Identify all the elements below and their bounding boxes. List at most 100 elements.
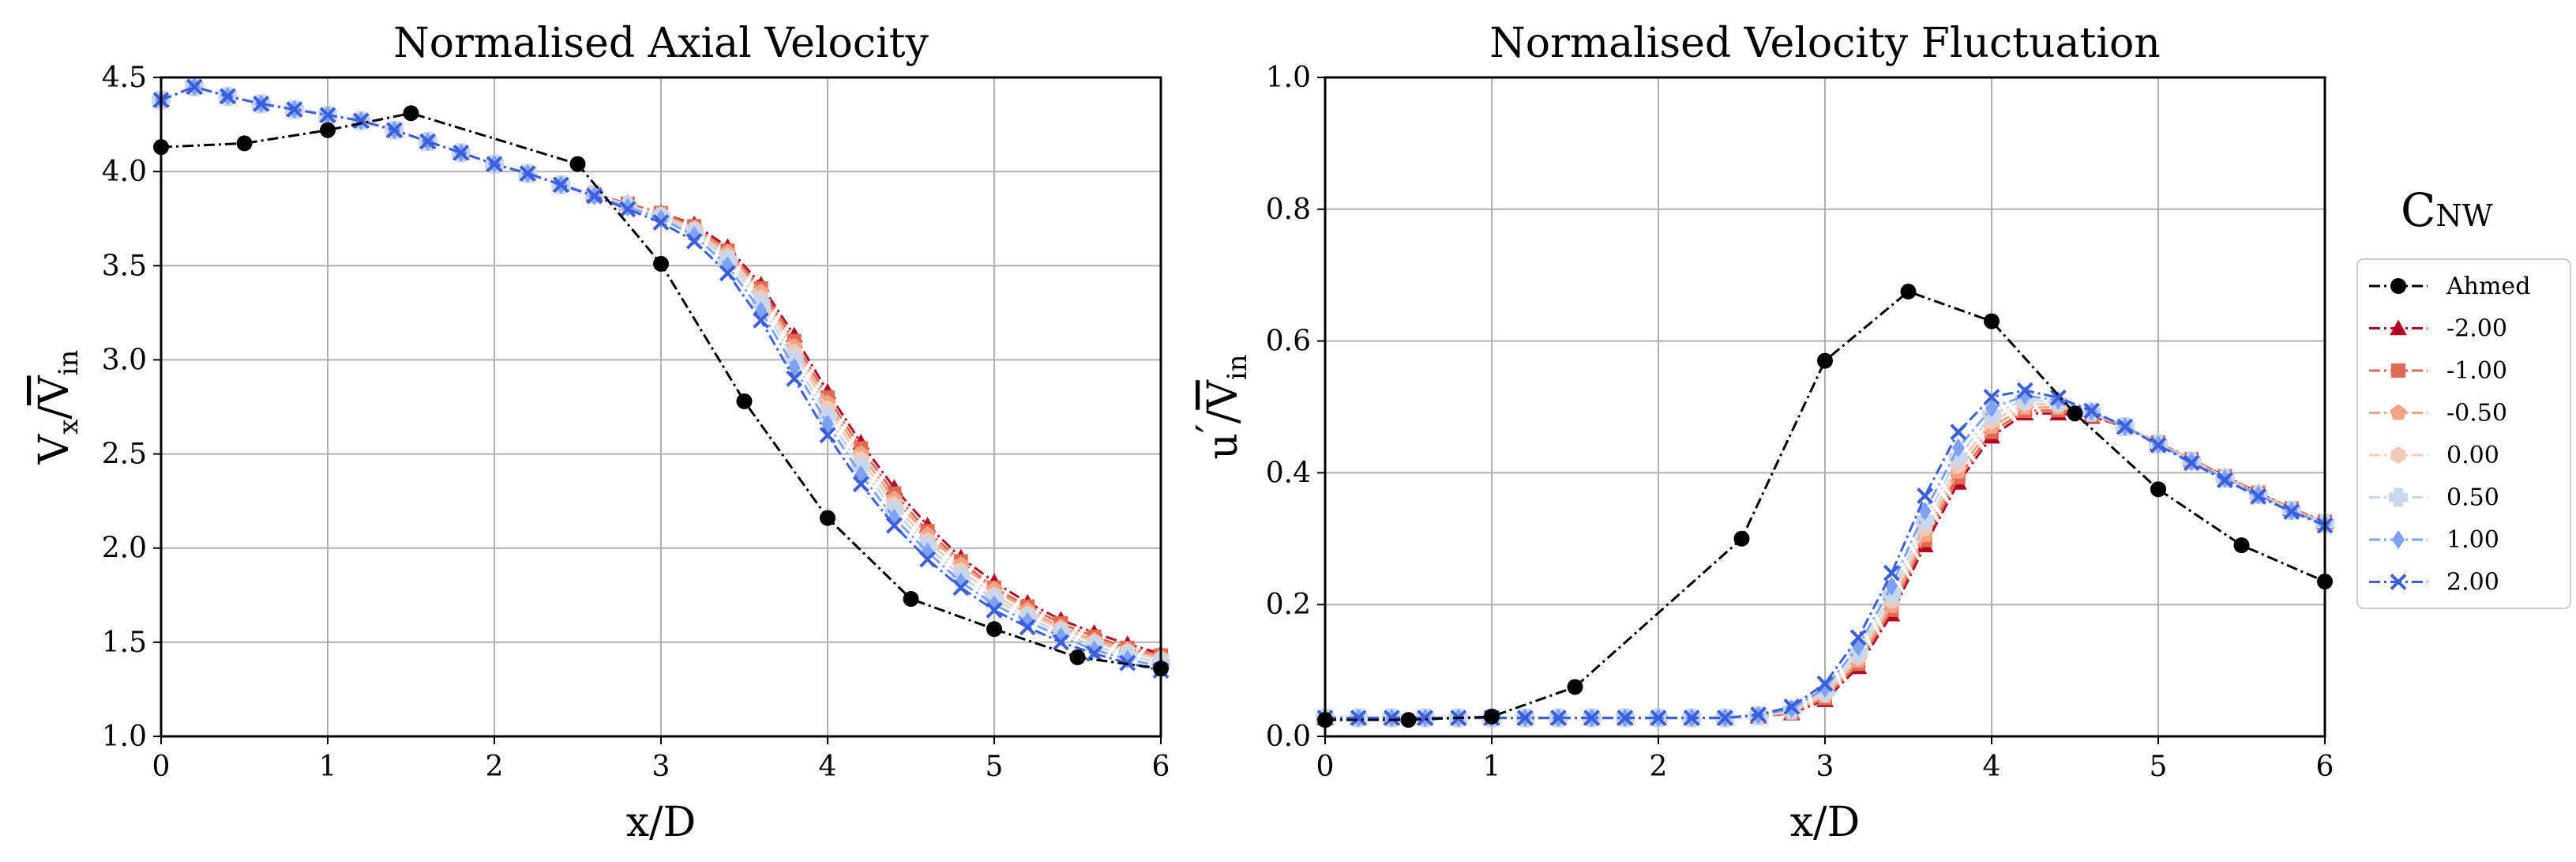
axial-point-2.00: [586, 187, 603, 205]
fluct-point-1.00: [1951, 438, 1965, 457]
x-tick-label: 5: [2150, 751, 2168, 783]
axial-point-2.00: [652, 214, 670, 231]
axial-point-2.00: [619, 201, 636, 218]
fluct-point-2.00: [1917, 487, 1934, 505]
legend-marker: [2390, 446, 2406, 464]
fluct-point-2.00: [1383, 710, 1400, 727]
velocity-fluctuation-series: [1316, 284, 2334, 728]
axial-point-2.00: [685, 232, 703, 250]
velocity-fluctuation-xlabel: x/D: [1790, 799, 1861, 846]
axial-point-ahmed: [986, 621, 1002, 638]
fluct-series-ahmed: [1317, 284, 2333, 728]
legend-entry--1.00: -1.00: [2369, 357, 2507, 385]
fluct-point-2.00: [1650, 710, 1667, 727]
y-tick-label: 1.0: [102, 721, 147, 753]
axial-velocity-series: [152, 77, 1170, 679]
legend-label: 0.00: [2446, 442, 2499, 469]
axial-point-2.00: [986, 601, 1003, 619]
fluct-point-2.00: [2016, 382, 2033, 399]
y-tick-label: 0.2: [1266, 589, 1311, 621]
y-tick-label: 4.0: [102, 156, 147, 188]
fluct-point-2.00: [2183, 454, 2200, 472]
axial-point-2.00: [552, 176, 569, 194]
legend-label: Ahmed: [2446, 273, 2530, 300]
y-tick-label: 3.5: [102, 250, 147, 282]
fluct-point-2.00: [2083, 402, 2101, 420]
axial-point-2.00: [519, 165, 536, 182]
legend-marker: [2389, 487, 2408, 507]
fluct-point-ahmed: [1400, 712, 1417, 728]
axial-point-2.00: [486, 156, 503, 173]
legend-label: -1.00: [2446, 357, 2507, 385]
x-tick-label: 6: [2316, 751, 2334, 783]
axial-point-ahmed: [1069, 649, 1086, 665]
legend-entry-1.00: 1.00: [2369, 526, 2499, 554]
axial-point-2.00: [1019, 619, 1036, 636]
fluct-point-2.00: [2150, 436, 2167, 454]
fluct-point-2.00: [1783, 698, 1801, 715]
fluct-point-ahmed: [1984, 313, 2000, 329]
fluct-line-ahmed: [1325, 290, 2326, 721]
legend-entry-Ahmed: Ahmed: [2369, 273, 2530, 300]
fluct-point-ahmed: [2233, 537, 2250, 554]
y-tick-label: 0.0: [1266, 721, 1311, 753]
x-tick-label: 0: [1316, 751, 1335, 783]
legend-entry-0.50: 0.50: [2369, 484, 2499, 512]
fluct-point-2.00: [2049, 389, 2067, 406]
axial-point-1.00: [954, 572, 967, 592]
axial-point-2.00: [1086, 645, 1103, 662]
x-tick-label: 2: [486, 751, 504, 783]
legend-marker: [2392, 530, 2405, 549]
legend-title: CNW: [2401, 183, 2493, 237]
fluct-point-ahmed: [1567, 679, 1583, 695]
fluct-point-ahmed: [1900, 284, 1917, 300]
axial-series-ahmed: [153, 105, 1169, 677]
y-tick-label: 1.0: [1266, 62, 1311, 94]
fluct-point-2.00: [2216, 472, 2233, 488]
axial-point-1.00: [787, 357, 801, 377]
legend-label: 1.00: [2446, 526, 2499, 554]
legend-label: 0.50: [2446, 484, 2499, 512]
axial-point-2.00: [819, 427, 836, 444]
legend-entry--0.50: -0.50: [2369, 400, 2507, 427]
fluct-point-ahmed: [1817, 352, 1833, 369]
axial-point-2.00: [286, 101, 303, 118]
legend-label: 2.00: [2446, 569, 2499, 597]
fluct-point-2.00: [1983, 389, 2000, 405]
axial-point-ahmed: [903, 591, 919, 608]
velocity-fluctuation-frame: [1324, 76, 2326, 738]
axial-point-2.00: [319, 107, 336, 124]
velocity-fluctuation-chart: Normalised Velocity Fluctuation 0 1 2 3 4 5 60…: [1188, 20, 2334, 846]
y-tick-label: 0.4: [1266, 457, 1311, 489]
y-tick-label: 0.8: [1266, 194, 1311, 226]
fluct-point-2.00: [2250, 488, 2267, 505]
axial-point-ahmed: [653, 255, 669, 272]
legend-marker: [2390, 404, 2407, 420]
velocity-fluctuation-ylabel: u′/Vin: [1188, 354, 1253, 459]
x-tick-label: 5: [986, 751, 1004, 783]
axial-line-ahmed: [160, 111, 1162, 670]
axial-point-ahmed: [236, 135, 253, 152]
velocity-fluctuation-ticks: 0 1 2 3 4 5 6 0.0 0.2 0.4 0.6 0.8 1.0: [1266, 62, 2334, 783]
fluct-point-2.00: [1683, 710, 1700, 727]
axial-point-2.00: [753, 311, 770, 329]
fluct-point-ahmed: [1733, 530, 1750, 547]
fluct-point-2.00: [1417, 710, 1434, 727]
legend-marker: [2391, 363, 2405, 378]
x-tick-label: 0: [152, 751, 171, 783]
x-tick-label: 4: [1983, 751, 2001, 783]
y-tick-label: 0.6: [1266, 326, 1311, 358]
axial-point-2.00: [919, 551, 937, 568]
fluct-point-2.00: [1750, 706, 1767, 723]
x-tick-label: 6: [1152, 751, 1170, 783]
legend-label: -2.00: [2446, 315, 2507, 343]
axial-point-2.00: [419, 133, 437, 150]
y-tick-label: 1.5: [102, 627, 147, 659]
legend-entry-2.00: 2.00: [2369, 569, 2499, 597]
fluct-point-2.00: [1849, 629, 1867, 646]
axial-velocity-ylabel: Vx/Vin: [31, 350, 84, 465]
x-tick-label: 4: [819, 751, 837, 783]
y-tick-label: 2.0: [102, 533, 147, 565]
fluct-point-ahmed: [1484, 708, 1500, 725]
